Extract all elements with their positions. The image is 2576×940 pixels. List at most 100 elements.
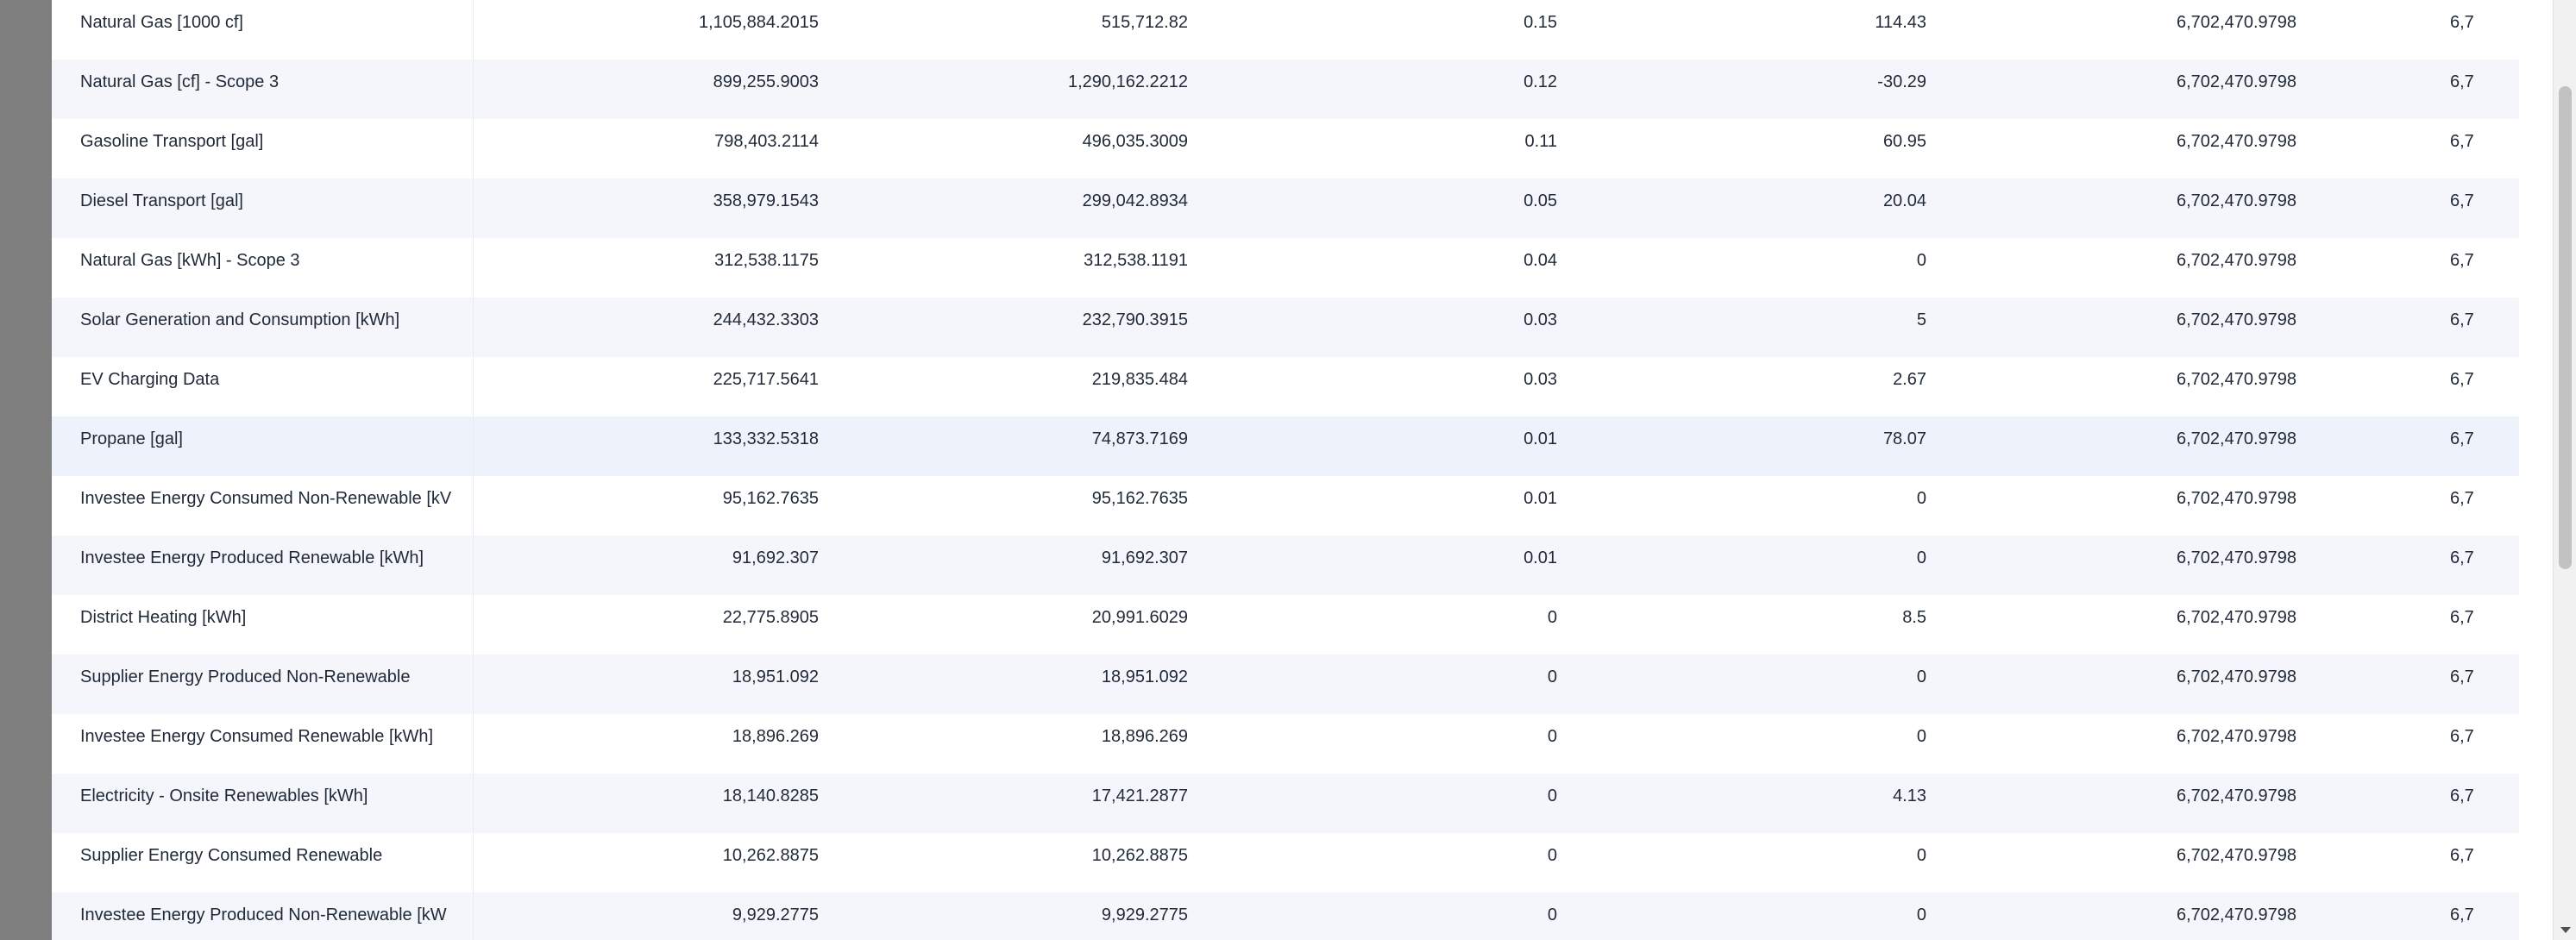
- cell-value: 6,702,470.9798: [2176, 72, 2296, 91]
- row-label-cell: Solar Generation and Consumption [kWh]: [80, 298, 474, 357]
- cell-value: 91,692.307: [732, 548, 819, 567]
- table-row[interactable]: Natural Gas [cf] - Scope 3 899,255.9003 1,…: [52, 60, 2519, 119]
- row-label-cell: District Heating [kWh]: [80, 595, 474, 655]
- cell-value: 0: [1547, 608, 1557, 627]
- cell-value: 0: [1916, 548, 1926, 567]
- cell-value: 6,7: [2450, 489, 2474, 508]
- value-cell: 312,538.1191: [843, 238, 1188, 298]
- table-row[interactable]: Investee Energy Produced Renewable [kWh]…: [52, 536, 2519, 595]
- cell-value: 9,929.2775: [1101, 906, 1188, 924]
- value-cell: 0.15: [1212, 0, 1557, 60]
- cell-value: 6,7: [2450, 429, 2474, 448]
- value-cell: 6,7: [2450, 774, 2554, 833]
- cell-value: 6,702,470.9798: [2176, 727, 2296, 746]
- value-cell: 17,421.2877: [843, 774, 1188, 833]
- value-cell: 6,7: [2450, 417, 2554, 476]
- row-label-cell: Propane [gal]: [80, 417, 474, 476]
- table-row[interactable]: Solar Generation and Consumption [kWh] 24…: [52, 298, 2519, 357]
- cell-value: 0.01: [1524, 429, 1557, 448]
- value-cell: 0.05: [1212, 179, 1557, 238]
- cell-value: 114.43: [1875, 13, 1926, 32]
- cell-value: 20,991.6029: [1091, 608, 1188, 627]
- column-divider: [473, 774, 474, 833]
- value-cell: 20,991.6029: [843, 595, 1188, 655]
- value-cell: 1,290,162.2212: [843, 60, 1188, 119]
- cell-value: 91,692.307: [1101, 548, 1188, 567]
- column-divider: [473, 833, 474, 893]
- value-cell: 6,7: [2450, 0, 2554, 60]
- cell-value: 0: [1916, 846, 1926, 865]
- cell-value: 6,7: [2450, 906, 2474, 924]
- cell-value: 496,035.3009: [1082, 132, 1188, 151]
- cell-value: 6,702,470.9798: [2176, 251, 2296, 270]
- cell-value: 6,702,470.9798: [2176, 608, 2296, 627]
- column-divider: [473, 179, 474, 238]
- value-cell: 6,7: [2450, 179, 2554, 238]
- table-row[interactable]: Electricity - Onsite Renewables [kWh] 18,…: [52, 774, 2519, 833]
- value-cell: 6,7: [2450, 595, 2554, 655]
- table-row[interactable]: District Heating [kWh] 22,775.8905 20,991.…: [52, 595, 2519, 655]
- column-divider: [473, 536, 474, 595]
- value-cell: 0: [1212, 655, 1557, 714]
- value-cell: 18,951.092: [843, 655, 1188, 714]
- cell-value: 4.13: [1893, 786, 1926, 805]
- row-label-cell: EV Charging Data: [80, 357, 474, 417]
- row-label-cell: Gasoline Transport [gal]: [80, 119, 474, 179]
- table-row[interactable]: Investee Energy Consumed Renewable [kWh]…: [52, 714, 2519, 774]
- row-label-cell: Natural Gas [kWh] - Scope 3: [80, 238, 474, 298]
- data-table: Natural Gas [1000 cf] 1,105,884.2015 515,7…: [52, 0, 2519, 940]
- table-row[interactable]: Supplier Energy Produced Non-Renewable 18…: [52, 655, 2519, 714]
- scroll-down-arrow-icon[interactable]: [2560, 927, 2571, 933]
- scrollbar-thumb[interactable]: [2559, 86, 2572, 569]
- value-cell: 5: [1581, 298, 1926, 357]
- table-row[interactable]: Natural Gas [1000 cf] 1,105,884.2015 515,7…: [52, 0, 2519, 60]
- value-cell: 0: [1212, 893, 1557, 940]
- cell-value: 6,702,470.9798: [2176, 429, 2296, 448]
- cell-value: 219,835.484: [1091, 370, 1188, 389]
- vertical-scrollbar[interactable]: [2553, 0, 2576, 940]
- cell-value: 1,290,162.2212: [1067, 72, 1188, 91]
- row-label: Solar Generation and Consumption [kWh]: [80, 310, 400, 329]
- value-cell: 299,042.8934: [843, 179, 1188, 238]
- value-cell: 1,105,884.2015: [474, 0, 819, 60]
- value-cell: 4.13: [1581, 774, 1926, 833]
- table-row[interactable]: Supplier Energy Consumed Renewable 10,262…: [52, 833, 2519, 893]
- value-cell: 0.03: [1212, 298, 1557, 357]
- value-cell: 0.04: [1212, 238, 1557, 298]
- cell-value: 6,7: [2450, 786, 2474, 805]
- value-cell: 6,702,470.9798: [1951, 774, 2296, 833]
- row-label: Natural Gas [cf] - Scope 3: [80, 72, 280, 91]
- table-row[interactable]: Natural Gas [kWh] - Scope 3 312,538.1175 3…: [52, 238, 2519, 298]
- row-label: Investee Energy Consumed Renewable [kWh]: [80, 727, 434, 746]
- value-cell: 6,7: [2450, 298, 2554, 357]
- value-cell: 6,702,470.9798: [1951, 179, 2296, 238]
- row-label: Natural Gas [1000 cf]: [80, 13, 243, 32]
- value-cell: 6,702,470.9798: [1951, 476, 2296, 536]
- value-cell: 0: [1212, 714, 1557, 774]
- table-row[interactable]: Investee Energy Produced Non-Renewable […: [52, 893, 2519, 940]
- value-cell: 899,255.9003: [474, 60, 819, 119]
- value-cell: 6,702,470.9798: [1951, 893, 2296, 940]
- cell-value: 2.67: [1893, 370, 1926, 389]
- cell-value: 899,255.9003: [713, 72, 819, 91]
- cell-value: 515,712.82: [1101, 13, 1188, 32]
- value-cell: 232,790.3915: [843, 298, 1188, 357]
- row-label-cell: Natural Gas [1000 cf]: [80, 0, 474, 60]
- cell-value: 0: [1916, 906, 1926, 924]
- row-label: Investee Energy Produced Non-Renewable […: [80, 906, 447, 924]
- table-row[interactable]: Diesel Transport [gal] 358,979.1543 299,04…: [52, 179, 2519, 238]
- cell-value: 0: [1916, 727, 1926, 746]
- value-cell: 0.01: [1212, 476, 1557, 536]
- table-row[interactable]: Propane [gal] 133,332.5318 74,873.7169 0.01…: [52, 417, 2519, 476]
- cell-value: 0.11: [1524, 132, 1557, 151]
- value-cell: 95,162.7635: [843, 476, 1188, 536]
- table-row[interactable]: Investee Energy Consumed Non-Renewable […: [52, 476, 2519, 536]
- value-cell: 91,692.307: [843, 536, 1188, 595]
- cell-value: 18,951.092: [732, 667, 819, 686]
- table-row[interactable]: Gasoline Transport [gal] 798,403.2114 496,…: [52, 119, 2519, 179]
- cell-value: 0: [1547, 906, 1557, 924]
- value-cell: 133,332.5318: [474, 417, 819, 476]
- row-label-cell: Supplier Energy Produced Non-Renewable: [80, 655, 474, 714]
- cell-value: 6,702,470.9798: [2176, 370, 2296, 389]
- table-row[interactable]: EV Charging Data 225,717.5641 219,835.484 0…: [52, 357, 2519, 417]
